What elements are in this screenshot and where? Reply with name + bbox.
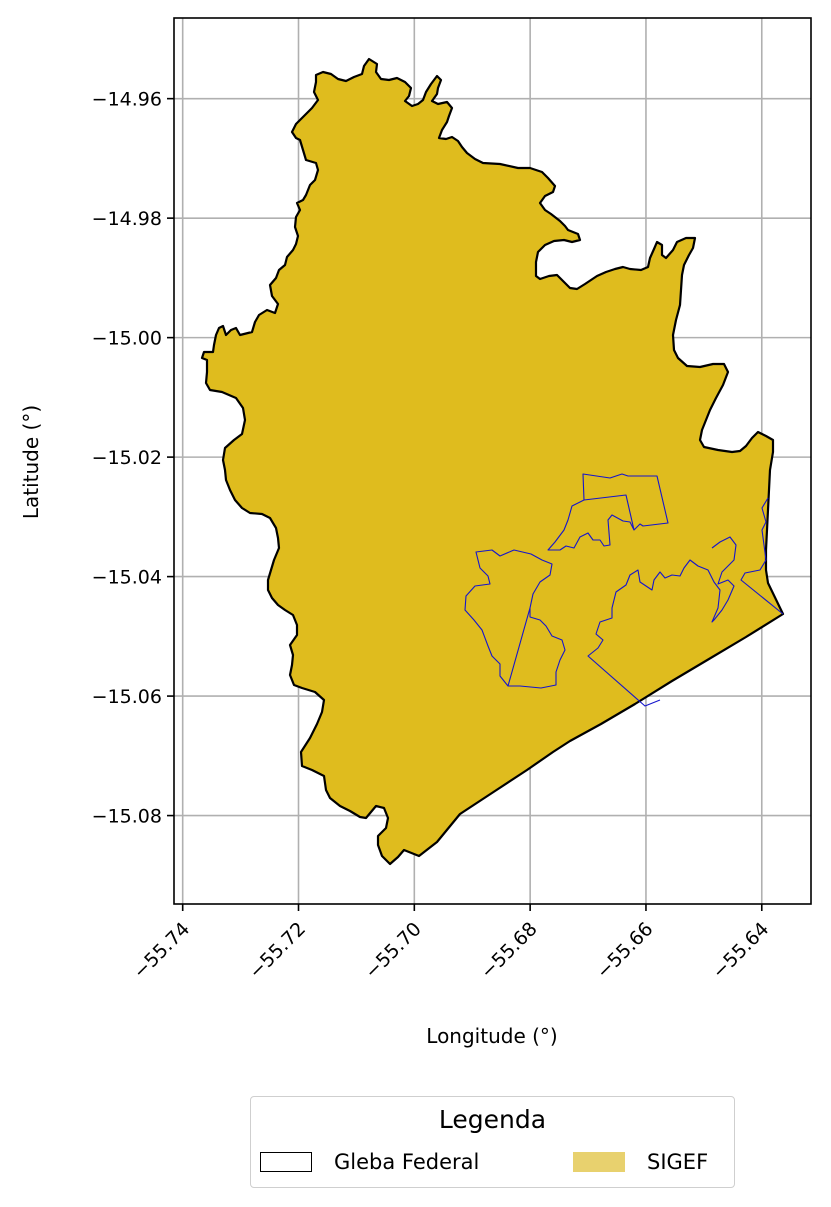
y-tick-label: −15.06	[92, 686, 162, 708]
legend-swatch-fill-icon	[573, 1152, 625, 1172]
x-axis-label: Longitude (°)	[426, 1024, 557, 1048]
legend-swatch-outline-icon	[260, 1152, 312, 1172]
y-tick-label: −14.98	[92, 208, 162, 230]
y-tick-label: −15.02	[92, 447, 162, 469]
gleba-federal-polygon	[200, 57, 785, 866]
legend-title: Legenda	[438, 1105, 547, 1134]
x-tick-label: −55.64	[708, 918, 773, 983]
x-tick-label: −55.70	[361, 918, 426, 983]
y-axis-label: Latitude (°)	[19, 405, 43, 519]
x-tick-label: −55.74	[129, 918, 194, 983]
x-tick-label: −55.68	[476, 918, 541, 983]
legend-label-sigef: SIGEF	[647, 1150, 709, 1174]
sigef-parcel-4	[740, 497, 784, 615]
axes-border	[173, 17, 812, 905]
y-tick-label: −15.04	[92, 567, 162, 589]
y-axis-ticks: −14.96 −14.98 −15.00 −15.02 −15.04 −15.06 −15.…	[92, 89, 174, 828]
sigef-parcel-1	[547, 473, 669, 551]
legend-entry-gleba-federal: Gleba Federal	[260, 1149, 479, 1175]
y-tick-label: −15.00	[92, 328, 162, 350]
sigef-parcel-3	[587, 536, 737, 707]
legend: Legenda Gleba Federal SIGEF	[250, 1096, 735, 1188]
x-tick-label: −55.66	[592, 918, 657, 983]
y-tick-label: −15.08	[92, 806, 162, 828]
x-tick-label: −55.72	[245, 918, 310, 983]
y-tick-label: −14.96	[92, 89, 162, 111]
sigef-parcels	[464, 473, 784, 707]
legend-label-gleba-federal: Gleba Federal	[334, 1150, 480, 1174]
sigef-parcel-2	[464, 549, 566, 689]
plot-frame	[173, 17, 812, 905]
x-axis-ticks: −55.74 −55.72 −55.70 −55.68 −55.66 −55.64	[129, 904, 773, 983]
legend-entry-sigef: SIGEF	[573, 1149, 708, 1175]
